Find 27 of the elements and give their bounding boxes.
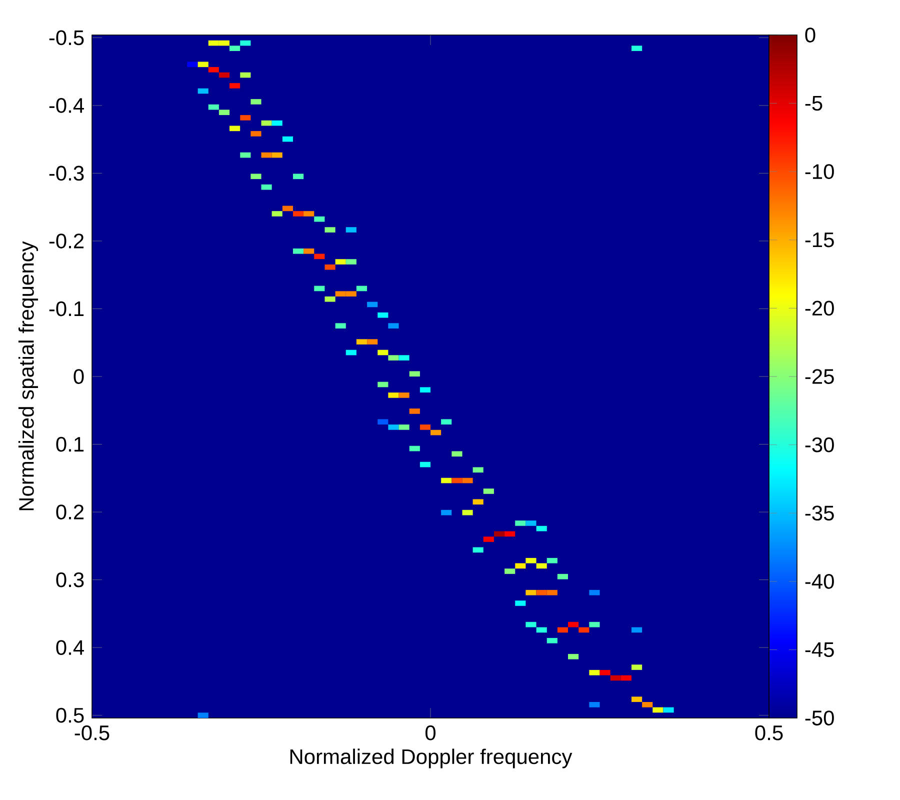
y-tick-label: -0.3 [49, 166, 84, 181]
y-tick-label: 0.4 [56, 640, 84, 655]
y-tick-label: -0.1 [49, 301, 84, 316]
color-bar-label: 0 [805, 28, 816, 42]
y-tick-label: 0.5 [56, 708, 84, 723]
y-tick-label: 0 [74, 369, 84, 384]
y-tick-label: -0.2 [49, 234, 84, 248]
x-tick-label: 0.5 [755, 725, 783, 740]
y-tick-label: -0.5 [49, 30, 84, 46]
color-bar-label: -15 [805, 232, 834, 248]
y-tick-label: 0.3 [56, 572, 84, 588]
color-bar-label: -40 [805, 574, 834, 589]
y-axis-title: Normalized spatial frequency [18, 241, 38, 510]
color-bar-label: -45 [805, 642, 834, 658]
color-bar-label: -10 [805, 164, 834, 180]
color-bar-label: -35 [805, 506, 834, 521]
color-bar-label: -50 [805, 710, 834, 726]
x-axis-title: Normalized Doppler frequency [290, 748, 572, 768]
color-bar-label: -25 [805, 369, 834, 384]
color-bar-label: -30 [805, 437, 834, 452]
y-tick-label: 0.1 [56, 436, 84, 452]
x-tick-label: -0.5 [74, 725, 110, 740]
y-tick-label: -0.4 [49, 98, 84, 113]
color-bar-label: -5 [805, 96, 822, 111]
color-bar-label: -20 [805, 300, 834, 316]
x-tick-label: 0 [425, 725, 436, 740]
y-tick-label: 0.2 [56, 504, 84, 520]
